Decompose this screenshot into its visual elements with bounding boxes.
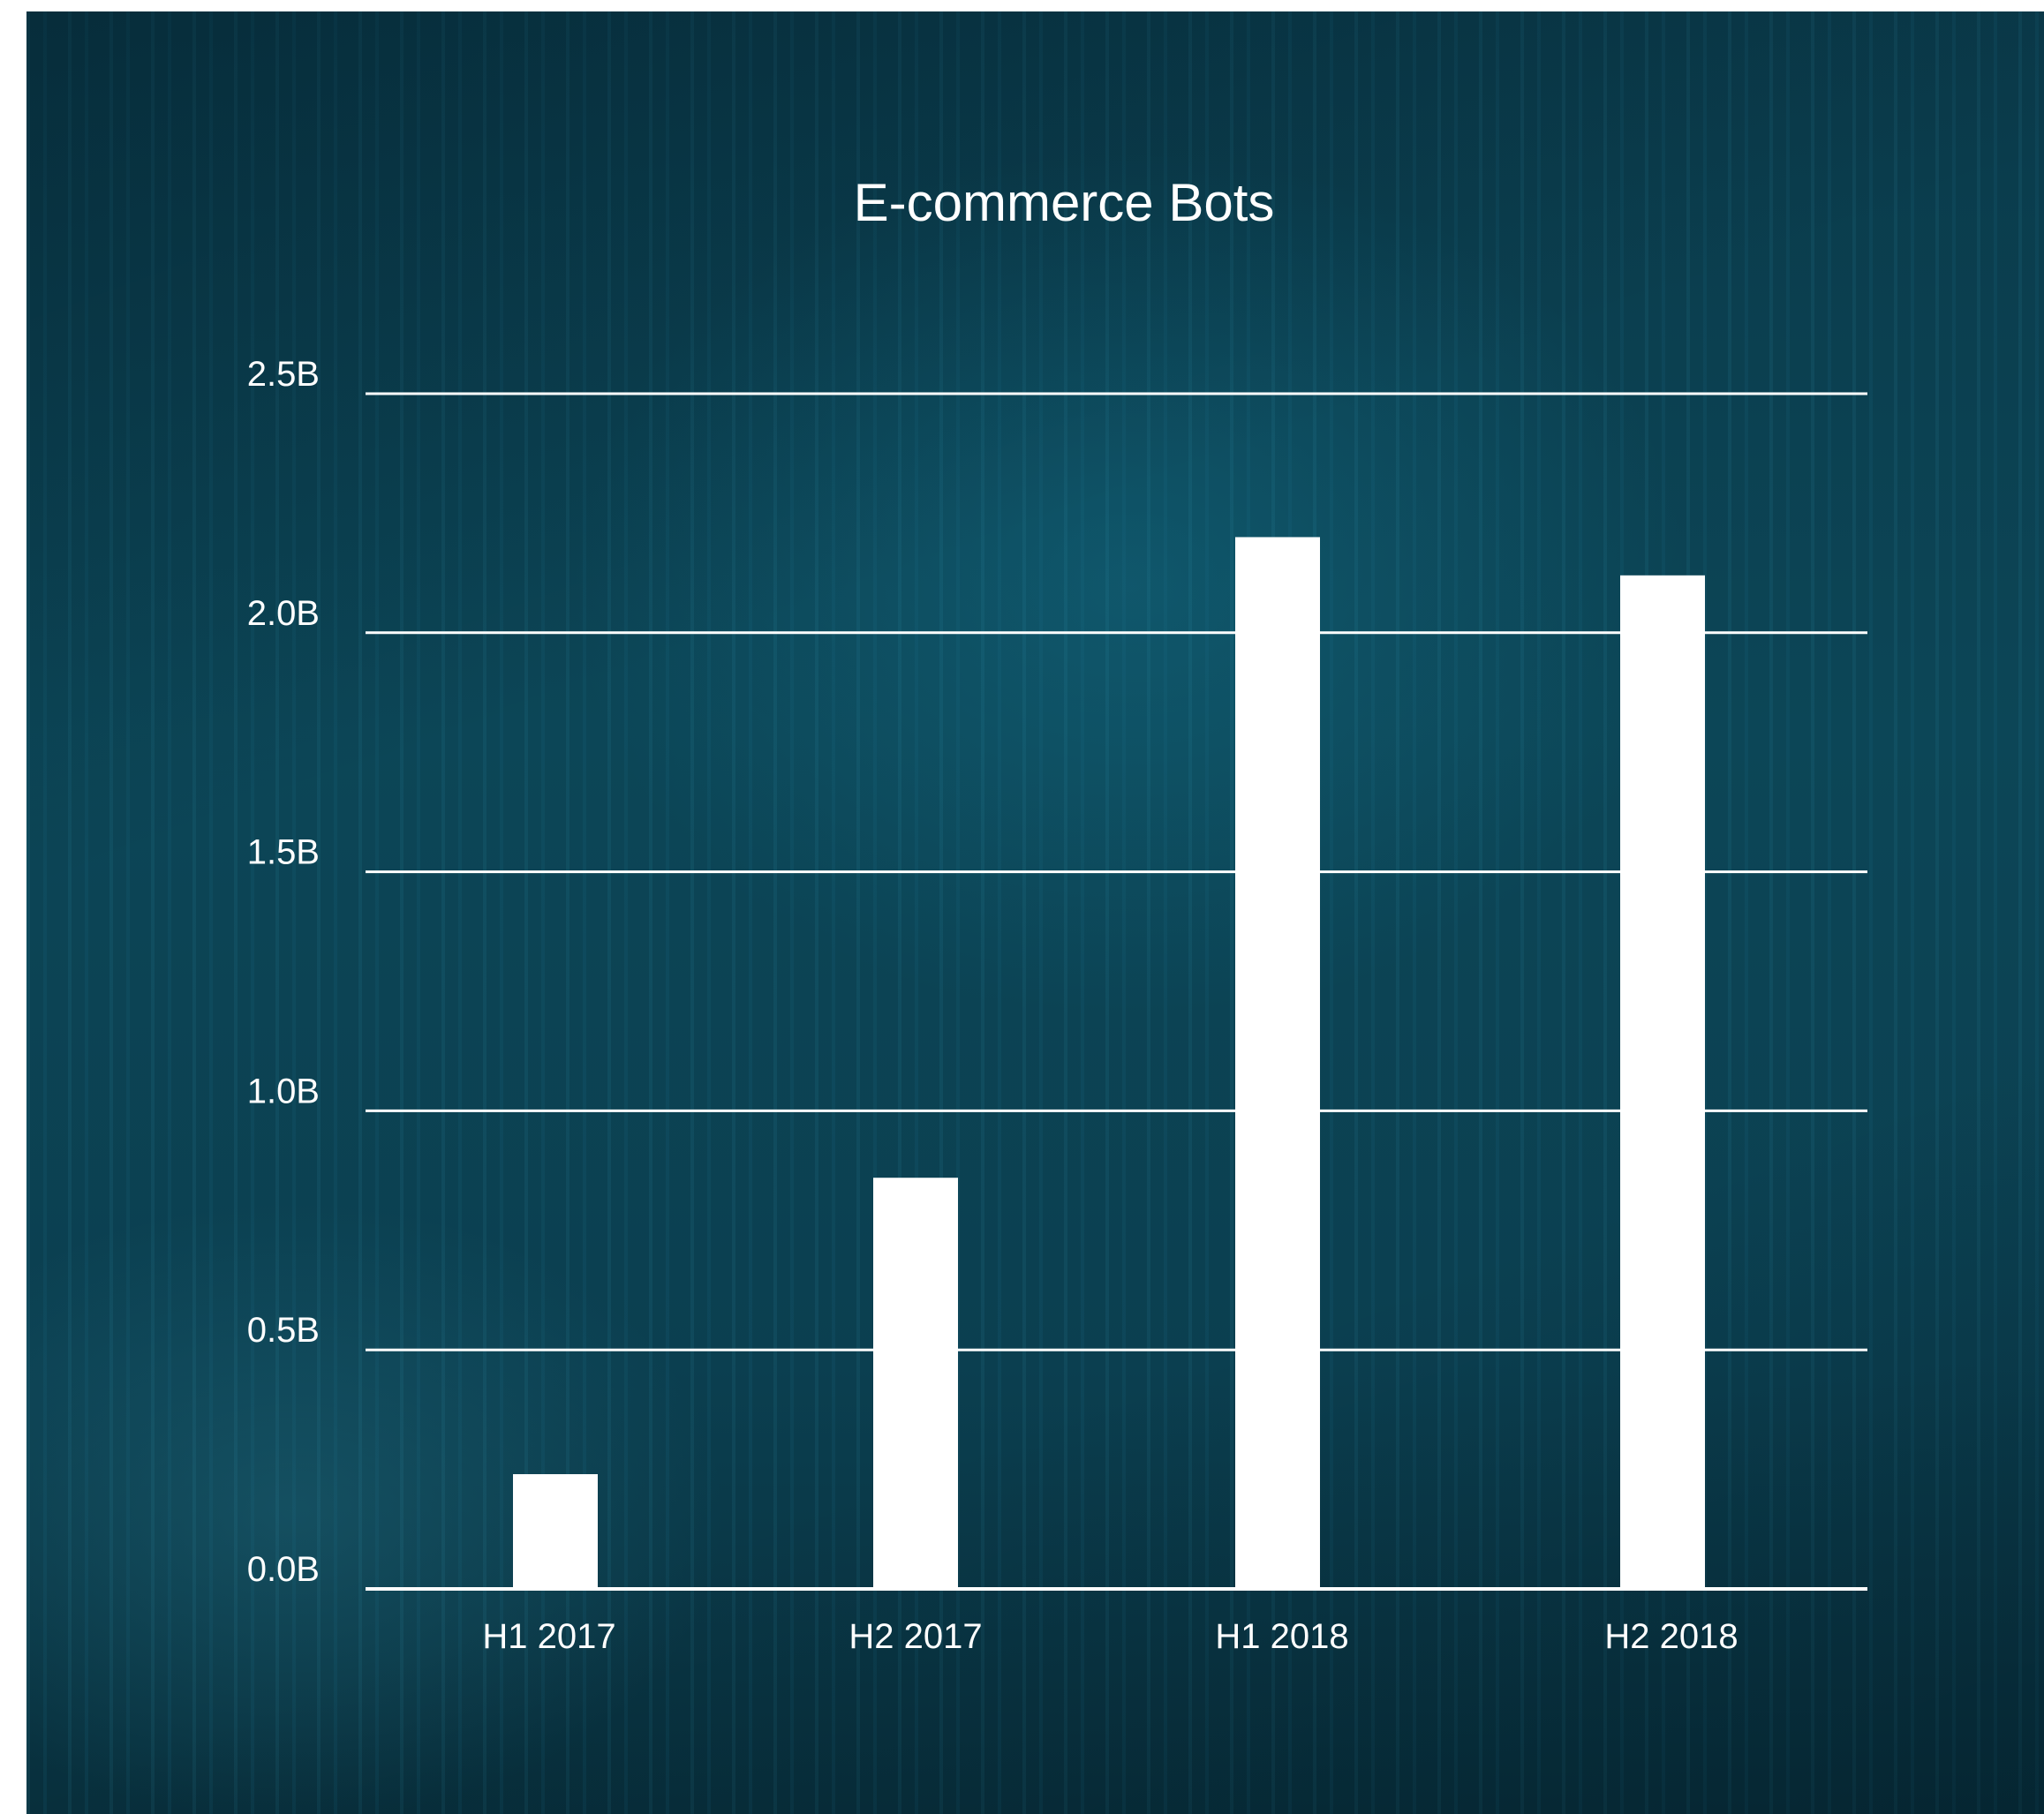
- x-tick-label: H2 2017: [849, 1617, 982, 1656]
- y-tick-label: 0.0B: [247, 1550, 320, 1589]
- y-axis-ticks: 0.0B 0.5B 1.0B 1.5B 2.0B 2.5B: [247, 355, 320, 1589]
- bar: [873, 1178, 958, 1589]
- x-tick-label: H2 2018: [1604, 1617, 1738, 1656]
- bar: [1620, 576, 1705, 1589]
- x-tick-label: H1 2018: [1215, 1617, 1348, 1656]
- x-tick-label: H1 2017: [482, 1617, 615, 1656]
- chart-title: E-commerce Bots: [854, 173, 1275, 232]
- bars: [513, 537, 1705, 1589]
- bar: [513, 1474, 598, 1589]
- y-tick-label: 1.0B: [247, 1072, 320, 1110]
- bar: [1235, 537, 1320, 1589]
- y-tick-label: 2.0B: [247, 594, 320, 633]
- y-tick-label: 2.5B: [247, 355, 320, 394]
- y-tick-label: 1.5B: [247, 833, 320, 872]
- x-axis-ticks: H1 2017 H2 2017 H1 2018 H2 2018: [482, 1617, 1738, 1656]
- y-tick-label: 0.5B: [247, 1311, 320, 1350]
